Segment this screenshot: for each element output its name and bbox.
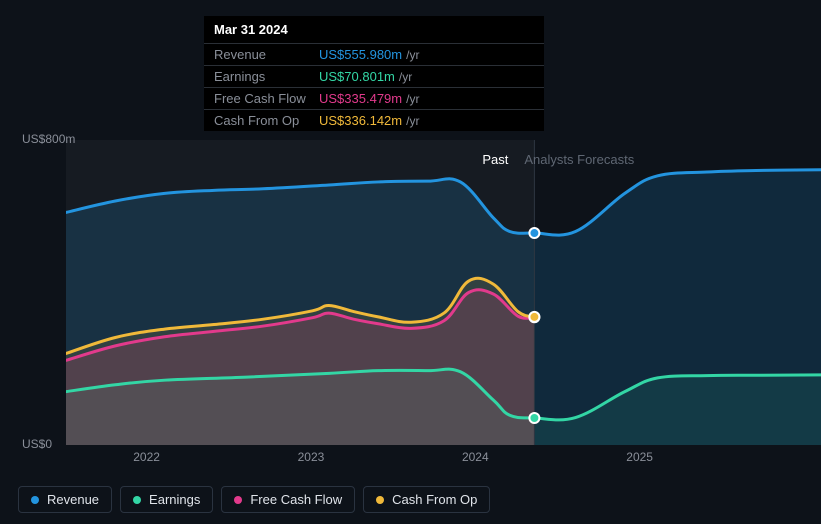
legend-item-cfo[interactable]: Cash From Op bbox=[363, 486, 490, 513]
tooltip-row-fcf: Free Cash Flow US$335.479m /yr bbox=[204, 87, 544, 109]
legend-label: Earnings bbox=[149, 492, 200, 507]
legend-dot-icon bbox=[234, 496, 242, 504]
x-axis-tick: 2025 bbox=[626, 450, 653, 464]
tooltip-label: Revenue bbox=[214, 47, 319, 62]
tooltip-label: Earnings bbox=[214, 69, 319, 84]
x-axis-tick: 2022 bbox=[133, 450, 160, 464]
legend-item-revenue[interactable]: Revenue bbox=[18, 486, 112, 513]
legend-label: Free Cash Flow bbox=[250, 492, 342, 507]
y-axis-tick: US$0 bbox=[22, 437, 52, 451]
y-axis-tick: US$800m bbox=[22, 132, 75, 146]
legend-item-fcf[interactable]: Free Cash Flow bbox=[221, 486, 355, 513]
tooltip-value: US$336.142m bbox=[319, 113, 402, 128]
x-axis-tick: 2024 bbox=[462, 450, 489, 464]
legend-label: Revenue bbox=[47, 492, 99, 507]
legend-dot-icon bbox=[376, 496, 384, 504]
tooltip-row-earnings: Earnings US$70.801m /yr bbox=[204, 65, 544, 87]
tooltip-label: Cash From Op bbox=[214, 113, 319, 128]
financials-chart: Mar 31 2024 Revenue US$555.980m /yr Earn… bbox=[18, 0, 803, 524]
tooltip-unit: /yr bbox=[406, 48, 419, 62]
legend-dot-icon bbox=[133, 496, 141, 504]
region-label-forecast: Analysts Forecasts bbox=[524, 152, 634, 167]
legend-item-earnings[interactable]: Earnings bbox=[120, 486, 213, 513]
tooltip-value: US$70.801m bbox=[319, 69, 395, 84]
tooltip-date: Mar 31 2024 bbox=[204, 16, 544, 43]
x-axis-tick: 2023 bbox=[298, 450, 325, 464]
region-label-past: Past bbox=[482, 152, 508, 167]
tooltip-row-revenue: Revenue US$555.980m /yr bbox=[204, 43, 544, 65]
tooltip-label: Free Cash Flow bbox=[214, 91, 319, 106]
tooltip-unit: /yr bbox=[406, 114, 419, 128]
tooltip-row-cfo: Cash From Op US$336.142m /yr bbox=[204, 109, 544, 131]
legend-dot-icon bbox=[31, 496, 39, 504]
tooltip-unit: /yr bbox=[406, 92, 419, 106]
legend-label: Cash From Op bbox=[392, 492, 477, 507]
tooltip-unit: /yr bbox=[399, 70, 412, 84]
tooltip-value: US$555.980m bbox=[319, 47, 402, 62]
chart-plot-area[interactable] bbox=[66, 140, 821, 445]
chart-legend: Revenue Earnings Free Cash Flow Cash Fro… bbox=[18, 486, 490, 513]
tooltip-value: US$335.479m bbox=[319, 91, 402, 106]
chart-tooltip: Mar 31 2024 Revenue US$555.980m /yr Earn… bbox=[204, 16, 544, 131]
